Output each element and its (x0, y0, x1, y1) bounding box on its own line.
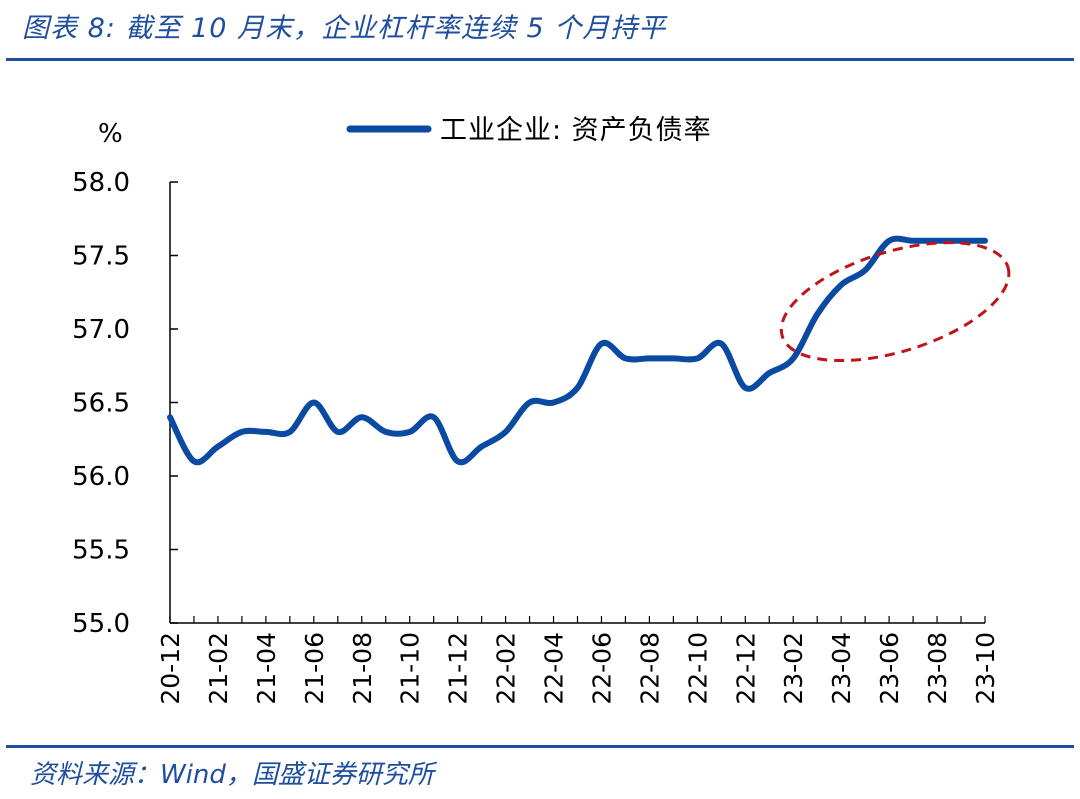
x-tick-label: 21-08 (348, 632, 377, 705)
y-axis-unit-label: % (98, 119, 123, 149)
footer-divider (6, 745, 1074, 748)
data-point-22-08 (646, 355, 652, 361)
data-point-21-10 (407, 429, 413, 435)
x-tick-label: 23-02 (779, 632, 808, 705)
x-tick-label: 22-08 (635, 632, 664, 705)
x-tick-label: 23-04 (827, 632, 856, 705)
y-tick-label: 56.5 (72, 389, 130, 419)
data-point-23-03 (814, 311, 820, 317)
y-tick-label: 55.5 (72, 536, 130, 566)
data-point-23-04 (838, 282, 844, 288)
data-point-22-07 (622, 355, 628, 361)
data-point-22-04 (551, 400, 557, 406)
x-tick-label: 22-10 (683, 632, 712, 705)
data-point-20-12 (167, 414, 173, 420)
series-line (167, 235, 988, 466)
data-point-23-02 (790, 355, 796, 361)
data-point-21-07 (335, 429, 341, 435)
data-point-23-01 (766, 370, 772, 376)
y-tick-label: 58.0 (72, 168, 130, 198)
chart-legend: 工业企业: 资产负债率 (346, 115, 712, 146)
figure-title: 图表 8: 截至 10 月末，企业杠杆率连续 5 个月持平 (22, 13, 667, 44)
title-divider (6, 58, 1074, 61)
data-point-21-04 (263, 429, 269, 435)
data-point-21-03 (239, 429, 245, 435)
data-point-22-06 (598, 341, 604, 347)
data-point-22-10 (694, 355, 700, 361)
data-point-21-05 (287, 429, 293, 435)
x-tick-label: 20-12 (156, 632, 185, 705)
x-axis-tick-labels: 20-12 21-02 21-04 21-06 21-08 21-10 21-12 22-02… (156, 632, 1000, 705)
data-point-21-06 (311, 400, 317, 406)
x-tick-label: 21-10 (396, 632, 425, 705)
data-point-21-01 (191, 458, 197, 464)
y-axis-tick-labels: 55.0 55.5 56.0 56.5 57.0 57.5 58.0 (72, 168, 130, 639)
x-tick-label: 22-02 (492, 632, 521, 705)
data-point-21-11 (431, 414, 437, 420)
line-chart: 工业企业: 资产负债率 % 55.0 55.5 56.0 56.5 57.0 57.5 58… (72, 115, 1011, 705)
data-point-21-02 (215, 444, 221, 450)
chart-axes (169, 181, 986, 624)
x-tick-label: 22-12 (731, 632, 760, 705)
y-tick-label: 57.0 (72, 315, 130, 345)
data-point-23-05 (862, 267, 868, 273)
x-tick-label: 22-06 (587, 632, 616, 705)
legend-label: 工业企业: 资产负债率 (440, 115, 712, 146)
x-tick-label: 21-06 (300, 632, 329, 705)
data-point-23-07 (910, 238, 916, 244)
series-points (167, 238, 988, 464)
x-tick-label: 21-02 (204, 632, 233, 705)
x-tick-label: 23-06 (875, 632, 904, 705)
source-note: 资料来源：Wind，国盛证券研究所 (30, 760, 434, 790)
highlight-ellipse (779, 241, 1011, 363)
y-tick-label: 56.0 (72, 462, 130, 492)
data-point-22-12 (742, 385, 748, 391)
data-point-21-12 (455, 458, 461, 464)
data-point-22-05 (575, 385, 581, 391)
data-point-23-06 (886, 238, 892, 244)
data-point-22-02 (503, 429, 509, 435)
x-tick-label: 22-04 (540, 632, 569, 705)
x-tick-label: 21-04 (252, 632, 281, 705)
y-tick-label: 57.5 (72, 242, 130, 272)
x-tick-label: 21-12 (444, 632, 473, 705)
data-point-22-01 (479, 444, 485, 450)
data-point-22-11 (718, 341, 724, 347)
data-point-21-09 (383, 429, 389, 435)
data-point-21-08 (359, 414, 365, 420)
x-tick-label: 23-08 (923, 632, 952, 705)
x-tick-label: 23-10 (971, 632, 1000, 705)
data-point-22-03 (527, 400, 533, 406)
y-tick-label: 55.0 (72, 609, 130, 639)
data-point-23-10 (982, 238, 988, 244)
data-point-22-09 (670, 355, 676, 361)
